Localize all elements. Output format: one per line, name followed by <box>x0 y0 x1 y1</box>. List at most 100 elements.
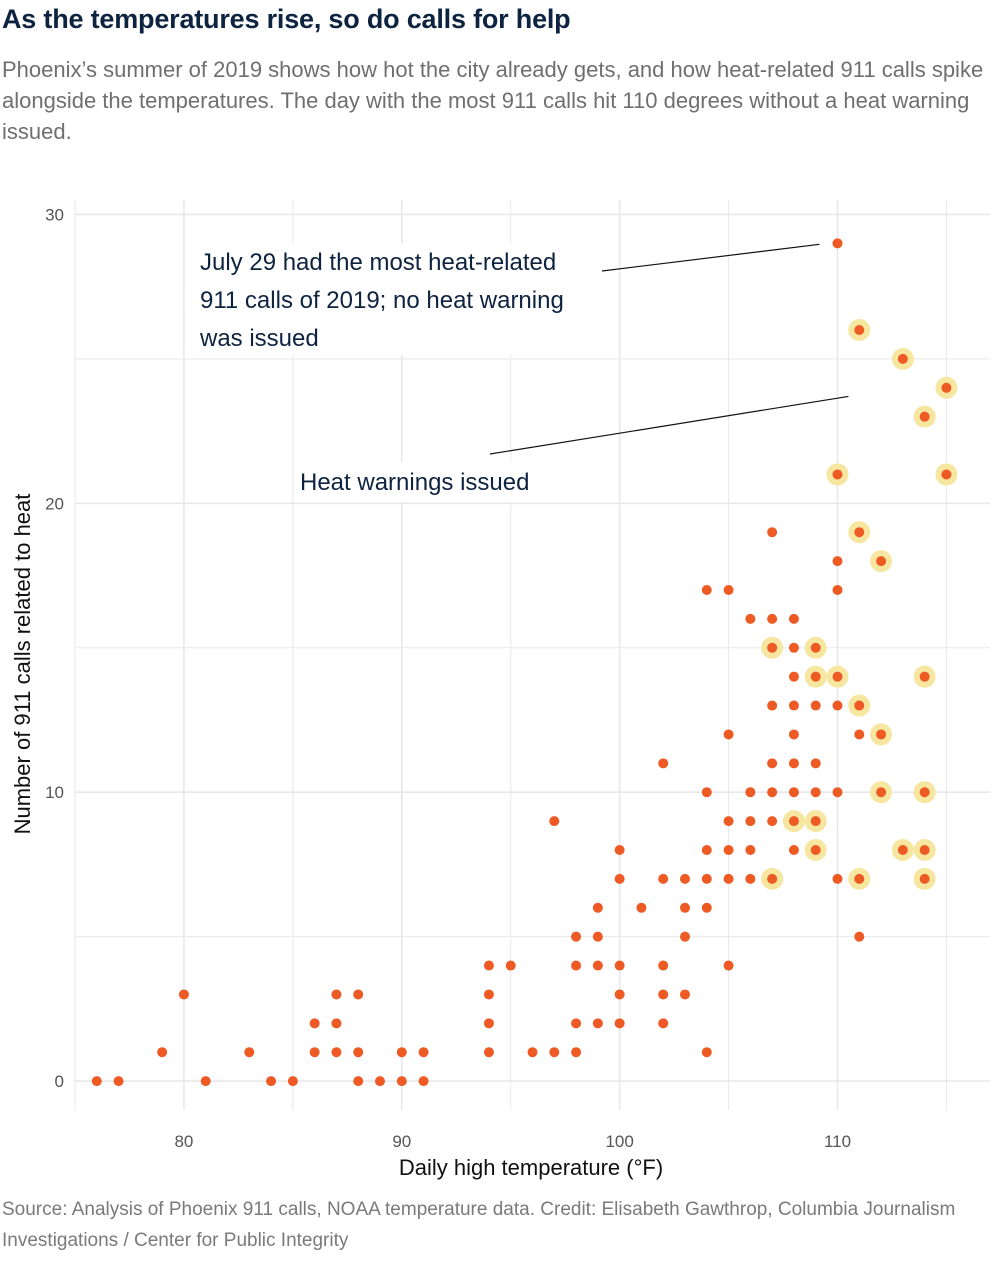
data-point <box>571 960 582 971</box>
data-point-heat-warning <box>767 642 778 653</box>
chart-subtitle: Phoenix’s summer of 2019 shows how hot t… <box>2 57 984 144</box>
data-point-heat-warning <box>788 816 799 827</box>
data-point <box>483 1047 494 1058</box>
data-point <box>331 1047 342 1058</box>
data-point-heat-warning <box>876 787 887 798</box>
data-point-heat-warning <box>876 556 887 567</box>
data-point <box>832 556 843 567</box>
data-point <box>331 989 342 1000</box>
data-point-heat-warning <box>919 845 930 855</box>
data-point-heat-warning <box>919 671 930 682</box>
data-point-heat-warning <box>897 353 908 364</box>
data-point <box>113 1076 124 1087</box>
data-point <box>723 960 734 971</box>
annotation-july29-line: 911 calls of 2019; no heat warning <box>200 287 564 314</box>
y-axis-title: Number of 911 calls related to heat <box>10 494 35 835</box>
data-point <box>353 1076 364 1087</box>
data-point <box>658 873 669 884</box>
data-point <box>680 989 690 1000</box>
y-tick-label: 10 <box>45 783 64 802</box>
data-point <box>832 873 843 884</box>
data-point <box>767 613 778 624</box>
annotation-leader-lines <box>489 243 849 455</box>
data-point <box>810 758 821 769</box>
data-point <box>614 845 625 855</box>
data-point <box>505 960 516 971</box>
data-point-heat-warning <box>919 411 930 422</box>
data-point <box>788 787 799 798</box>
annotation-july29-line: was issued <box>199 325 319 352</box>
data-point <box>614 873 625 884</box>
data-point <box>571 1018 582 1029</box>
y-tick-label: 30 <box>45 205 64 224</box>
x-tick-label: 90 <box>392 1132 411 1151</box>
x-tick-label: 80 <box>174 1132 193 1151</box>
data-point <box>767 816 778 827</box>
data-point <box>723 845 734 855</box>
data-point <box>592 1018 603 1029</box>
data-point <box>810 787 821 798</box>
data-point <box>745 613 756 624</box>
data-point-heat-warning <box>897 845 908 855</box>
annotation-background <box>296 462 556 502</box>
grid-lines <box>74 200 990 1110</box>
data-point <box>767 700 778 711</box>
x-tick-label: 110 <box>824 1132 851 1151</box>
data-point <box>701 873 712 884</box>
y-tick-label: 0 <box>55 1072 64 1091</box>
data-point <box>614 1018 625 1029</box>
data-point <box>483 960 494 971</box>
data-point <box>375 1076 385 1087</box>
annotation-line-july29 <box>601 243 820 272</box>
data-point <box>788 613 799 624</box>
data-point <box>287 1076 298 1087</box>
data-point-heat-warning <box>854 873 865 884</box>
annotation-july29-line: July 29 had the most heat-related <box>200 249 556 276</box>
data-point-heat-warning <box>810 845 821 855</box>
data-point <box>592 960 603 971</box>
data-point <box>266 1076 277 1087</box>
data-point <box>549 816 560 827</box>
data-point <box>767 758 778 769</box>
data-point <box>244 1047 255 1058</box>
data-point <box>658 758 669 769</box>
data-point <box>723 729 734 740</box>
data-point <box>788 700 799 711</box>
data-point <box>745 816 756 827</box>
annotation-line-heat-warnings <box>489 395 849 455</box>
data-point <box>701 787 712 798</box>
data-point <box>788 729 799 740</box>
data-point-heat-warning <box>854 700 865 711</box>
data-point-heat-warning <box>919 787 930 798</box>
data-point <box>592 931 603 942</box>
chart-title: As the temperatures rise, so do calls fo… <box>2 4 571 34</box>
data-point <box>701 585 712 595</box>
data-point <box>701 1047 712 1058</box>
data-point <box>854 931 865 942</box>
data-point <box>592 902 603 913</box>
data-point <box>723 873 734 884</box>
data-point <box>571 1047 582 1058</box>
data-point <box>483 989 494 1000</box>
data-point <box>745 845 756 855</box>
data-point <box>680 873 690 884</box>
annotation-heat-warnings: Heat warnings issued <box>300 469 529 496</box>
x-tick-label: 100 <box>605 1132 633 1151</box>
data-point <box>614 989 625 1000</box>
data-point <box>810 700 821 711</box>
data-point <box>832 238 843 249</box>
data-point <box>701 902 712 913</box>
data-point-heat-warning <box>810 642 821 653</box>
data-point <box>723 816 734 827</box>
data-point-heat-warning <box>810 671 821 682</box>
data-point <box>788 845 799 855</box>
data-point <box>353 989 364 1000</box>
data-point-heat-warning <box>854 325 865 335</box>
data-point <box>200 1076 211 1087</box>
data-point <box>788 671 799 682</box>
data-point <box>680 902 690 913</box>
data-point-heat-warning <box>876 729 887 740</box>
data-point <box>483 1018 494 1029</box>
data-point <box>701 845 712 855</box>
